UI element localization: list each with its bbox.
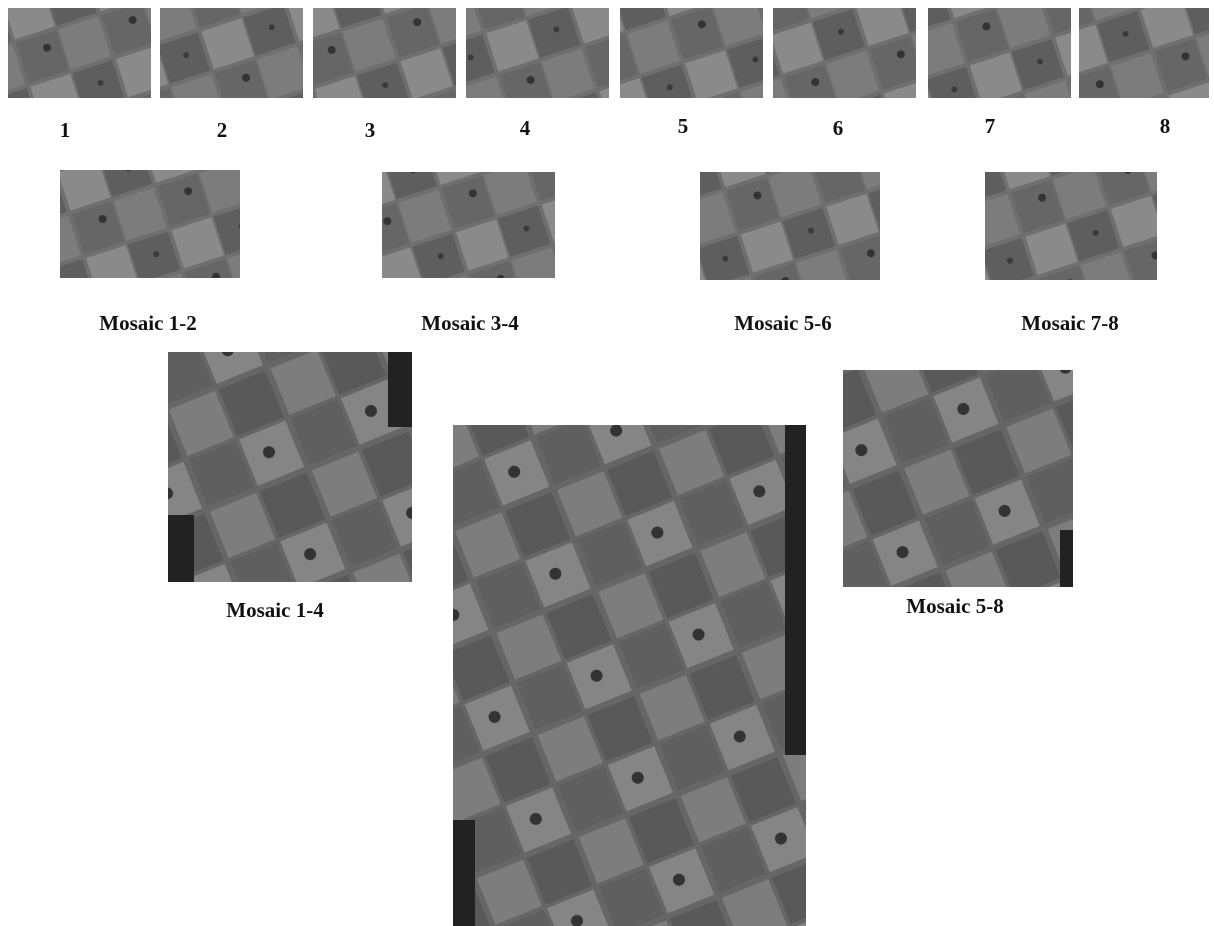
full-mosaic — [453, 425, 806, 926]
frame-label: 4 — [520, 116, 531, 140]
mosaic-border — [453, 820, 475, 926]
aerial-image — [8, 8, 151, 98]
mosaic-label: Mosaic 3-4 — [421, 311, 519, 335]
mosaic-label: Mosaic 1-4 — [226, 598, 324, 622]
mosaic-image — [168, 352, 412, 582]
mosaic-border — [785, 425, 806, 755]
aerial-image — [466, 8, 609, 98]
mosaic-label: Mosaic 1-2 — [99, 311, 196, 335]
page: 1 2 3 4 5 6 7 8 Mosaic 1-2 Mosaic 3-4 Mo… — [0, 0, 1214, 926]
frame-label: 2 — [217, 118, 228, 142]
frame-labels: 1 2 3 4 5 6 7 8 — [60, 114, 1171, 142]
aerial-image — [1079, 8, 1209, 98]
mosaic-image — [382, 172, 555, 278]
aerial-image — [773, 8, 916, 98]
mosaic-image — [453, 425, 806, 926]
figure: 1 2 3 4 5 6 7 8 Mosaic 1-2 Mosaic 3-4 Mo… — [0, 0, 1214, 926]
pair-mosaics: Mosaic 1-2 Mosaic 3-4 Mosaic 5-6 Mosaic … — [60, 170, 1157, 335]
aerial-image — [160, 8, 303, 98]
mosaic-border — [1060, 530, 1073, 587]
frame-label: 8 — [1160, 114, 1171, 138]
mosaic-image — [985, 172, 1157, 280]
frame-label: 1 — [60, 118, 71, 142]
mosaic-label: Mosaic 5-8 — [906, 594, 1003, 618]
frame-label: 6 — [833, 116, 844, 140]
frame-label: 7 — [985, 114, 996, 138]
aerial-image — [313, 8, 456, 98]
mosaic-border — [168, 515, 194, 582]
frame-label: 3 — [365, 118, 376, 142]
frame-images — [8, 8, 1209, 98]
mosaic-image — [700, 172, 880, 280]
mosaic-label: Mosaic 5-6 — [734, 311, 831, 335]
frame-label: 5 — [678, 114, 689, 138]
mosaic-image — [60, 170, 240, 278]
mosaic-label: Mosaic 7-8 — [1021, 311, 1118, 335]
mosaic-border — [388, 352, 412, 427]
mosaic-image — [843, 370, 1073, 587]
aerial-image — [928, 8, 1071, 98]
aerial-image — [620, 8, 763, 98]
